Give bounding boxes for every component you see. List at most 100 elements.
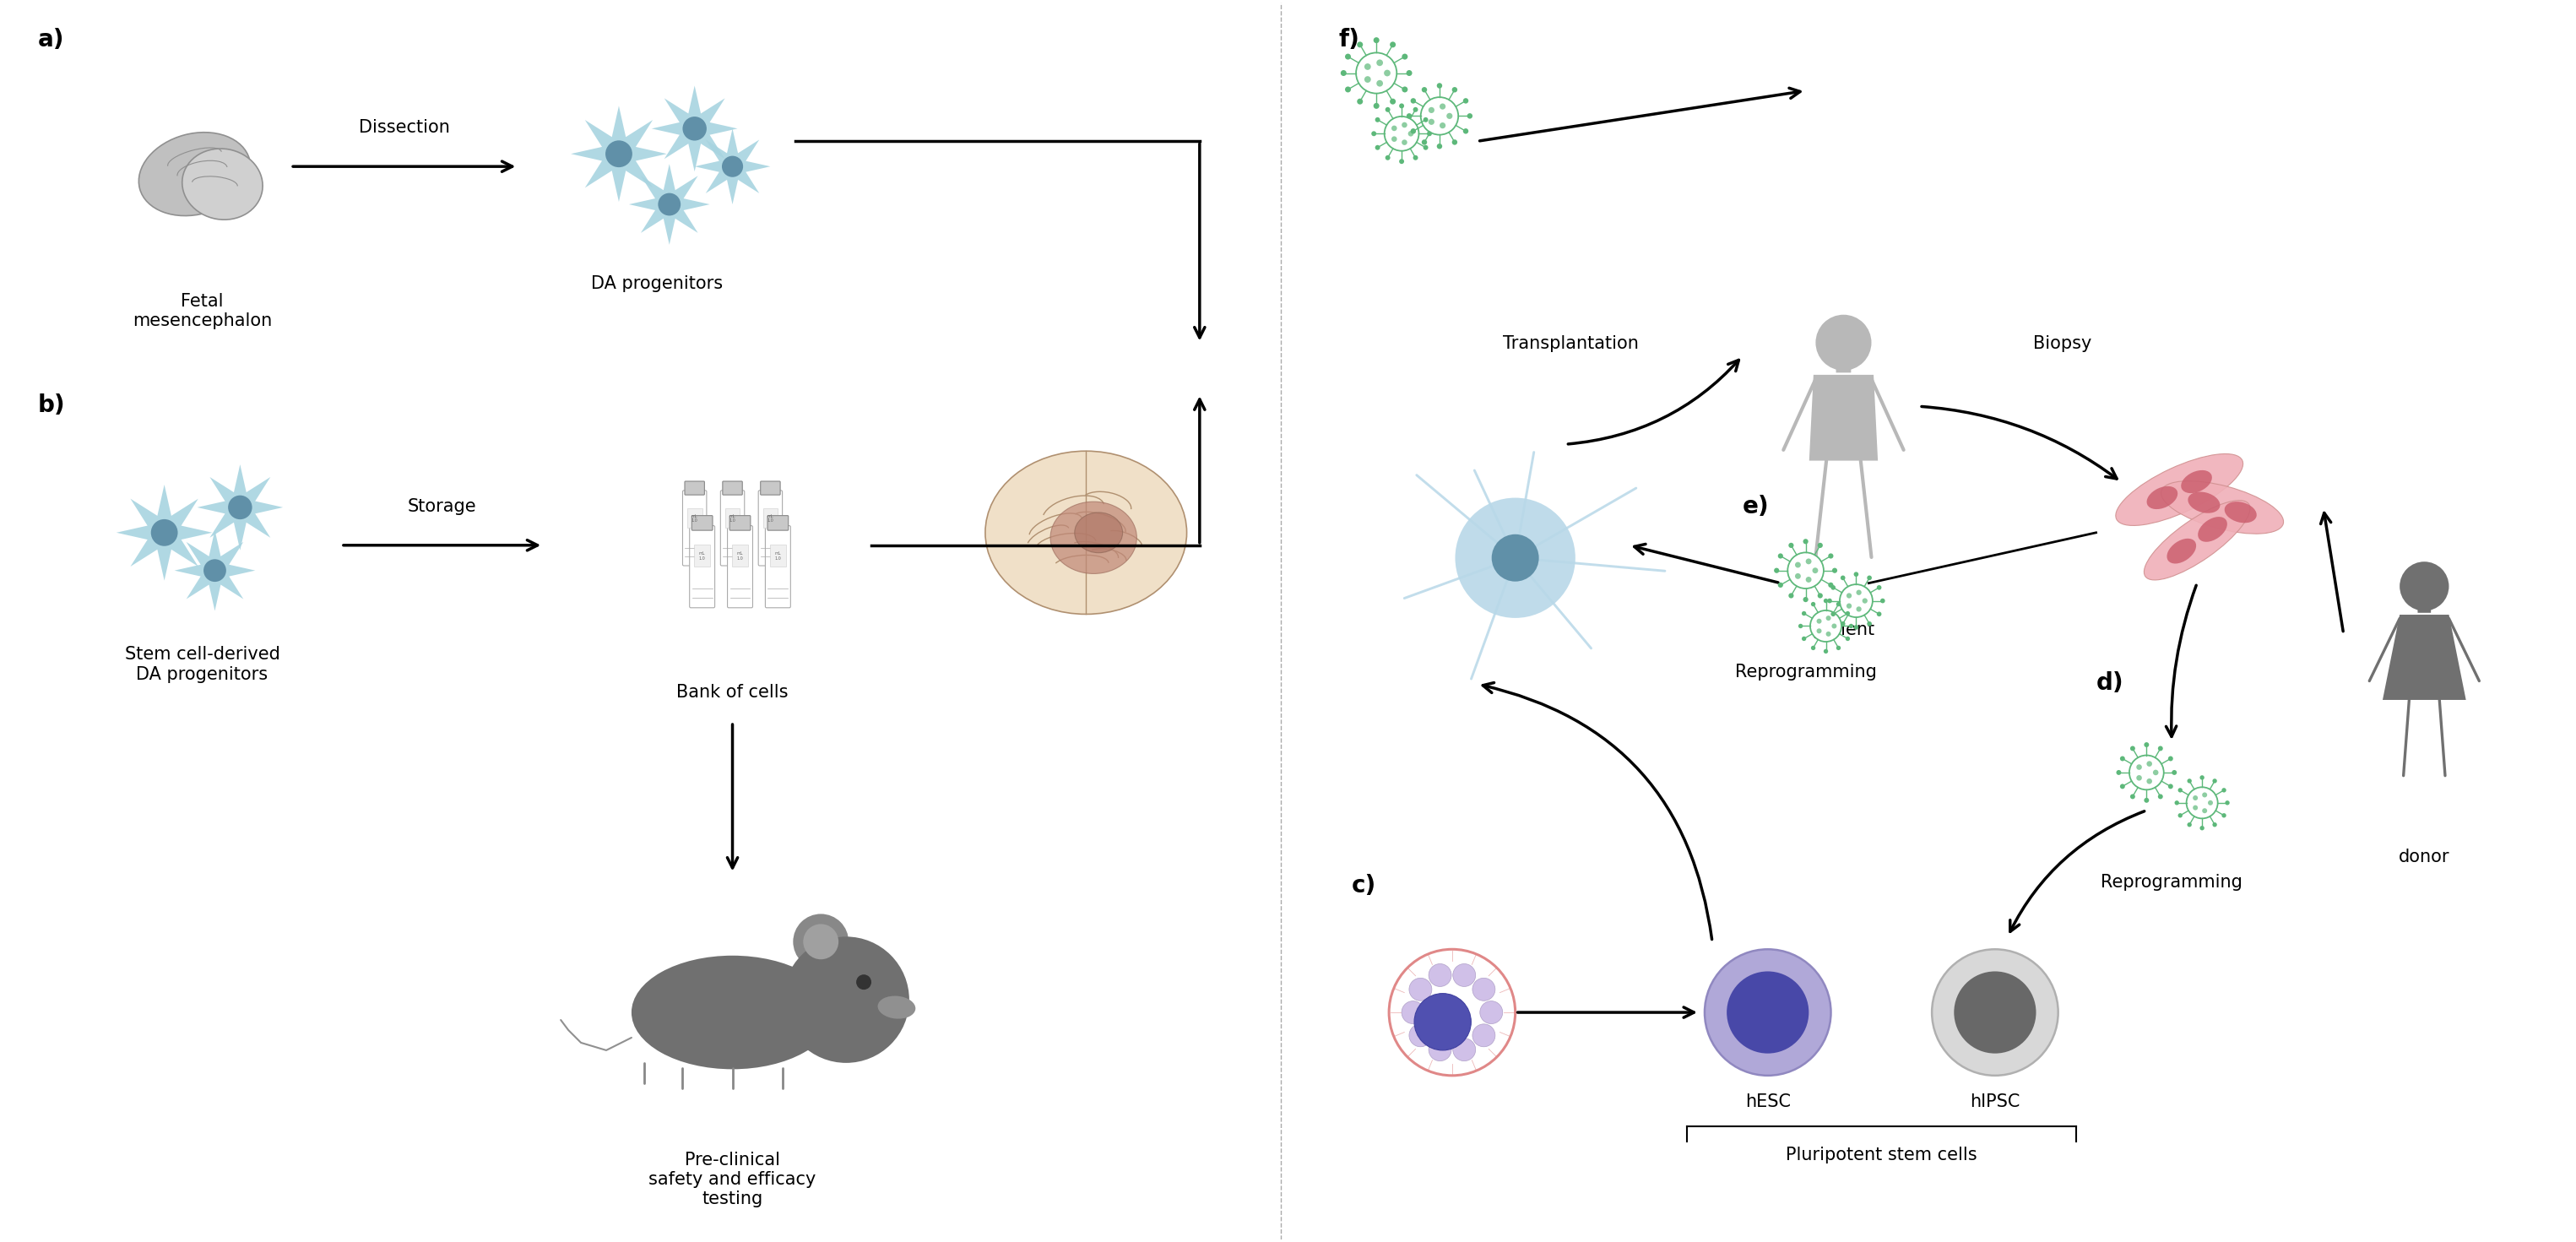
Circle shape bbox=[1399, 159, 1404, 164]
Circle shape bbox=[1414, 107, 1417, 112]
Circle shape bbox=[1373, 103, 1378, 109]
Circle shape bbox=[2174, 801, 2179, 805]
Circle shape bbox=[1803, 597, 1808, 602]
Circle shape bbox=[2192, 805, 2197, 810]
Ellipse shape bbox=[139, 133, 250, 216]
Text: b): b) bbox=[39, 394, 64, 417]
Circle shape bbox=[1401, 1001, 1425, 1023]
Circle shape bbox=[1878, 585, 1880, 590]
Circle shape bbox=[1376, 79, 1383, 87]
Text: f): f) bbox=[1340, 27, 1360, 51]
Circle shape bbox=[2202, 792, 2208, 797]
Circle shape bbox=[2169, 756, 2174, 761]
Ellipse shape bbox=[2166, 539, 2197, 564]
Circle shape bbox=[1409, 130, 1414, 137]
Text: Fetal
mesencephalon: Fetal mesencephalon bbox=[131, 293, 273, 329]
Circle shape bbox=[1839, 584, 1873, 617]
Circle shape bbox=[1455, 498, 1577, 619]
Circle shape bbox=[1463, 98, 1468, 103]
Circle shape bbox=[1492, 534, 1538, 581]
Circle shape bbox=[1399, 103, 1404, 108]
Circle shape bbox=[1819, 543, 1824, 548]
Circle shape bbox=[2187, 779, 2192, 784]
Circle shape bbox=[1453, 964, 1476, 986]
Circle shape bbox=[1365, 76, 1370, 83]
Circle shape bbox=[1816, 314, 1870, 370]
Circle shape bbox=[721, 156, 742, 178]
Circle shape bbox=[1401, 87, 1406, 92]
Circle shape bbox=[2177, 814, 2182, 817]
Ellipse shape bbox=[984, 451, 1188, 615]
Polygon shape bbox=[652, 86, 737, 171]
Circle shape bbox=[2169, 784, 2174, 789]
Circle shape bbox=[1814, 568, 1819, 574]
Ellipse shape bbox=[2146, 486, 2177, 509]
Circle shape bbox=[1844, 611, 1850, 616]
Circle shape bbox=[1427, 132, 1432, 137]
Ellipse shape bbox=[2226, 502, 2257, 523]
Circle shape bbox=[1479, 1001, 1502, 1023]
Circle shape bbox=[1837, 646, 1842, 651]
Text: e): e) bbox=[1741, 494, 1770, 518]
Circle shape bbox=[1412, 98, 1417, 103]
Text: d): d) bbox=[2097, 672, 2123, 696]
Circle shape bbox=[1832, 568, 1837, 573]
Text: DA progenitors: DA progenitors bbox=[590, 274, 724, 292]
Circle shape bbox=[2213, 822, 2218, 827]
Text: mL
1.0: mL 1.0 bbox=[775, 551, 781, 560]
Circle shape bbox=[2202, 809, 2208, 814]
Circle shape bbox=[1777, 582, 1783, 587]
Circle shape bbox=[1453, 87, 1458, 92]
Circle shape bbox=[1839, 575, 1844, 580]
FancyBboxPatch shape bbox=[690, 525, 714, 607]
FancyBboxPatch shape bbox=[693, 544, 711, 566]
Circle shape bbox=[1453, 139, 1458, 145]
FancyBboxPatch shape bbox=[757, 491, 783, 565]
Circle shape bbox=[1788, 543, 1793, 548]
Circle shape bbox=[1826, 599, 1832, 604]
Circle shape bbox=[2172, 770, 2177, 775]
Circle shape bbox=[1345, 87, 1350, 92]
Polygon shape bbox=[696, 129, 770, 205]
Circle shape bbox=[2130, 755, 2164, 790]
Circle shape bbox=[1868, 575, 1873, 580]
Text: patient: patient bbox=[1814, 621, 1875, 638]
Circle shape bbox=[2200, 826, 2205, 831]
Text: donor: donor bbox=[2398, 848, 2450, 866]
Polygon shape bbox=[2383, 615, 2465, 700]
FancyBboxPatch shape bbox=[683, 491, 706, 565]
Circle shape bbox=[1777, 554, 1783, 559]
Polygon shape bbox=[116, 484, 211, 580]
Text: Transplantation: Transplantation bbox=[1502, 335, 1638, 351]
Circle shape bbox=[1453, 1038, 1476, 1061]
Circle shape bbox=[1409, 977, 1432, 1001]
Ellipse shape bbox=[878, 996, 914, 1018]
FancyBboxPatch shape bbox=[693, 515, 714, 530]
Circle shape bbox=[1440, 103, 1445, 109]
Circle shape bbox=[1376, 117, 1381, 122]
Circle shape bbox=[1811, 646, 1816, 651]
Circle shape bbox=[2221, 814, 2226, 817]
Circle shape bbox=[1376, 145, 1381, 150]
FancyBboxPatch shape bbox=[685, 481, 703, 494]
Circle shape bbox=[1355, 52, 1396, 93]
Circle shape bbox=[1422, 97, 1458, 135]
Circle shape bbox=[1801, 611, 1806, 616]
Circle shape bbox=[2143, 743, 2148, 748]
Circle shape bbox=[1806, 559, 1811, 564]
Circle shape bbox=[2136, 775, 2141, 781]
Circle shape bbox=[1345, 53, 1350, 60]
Circle shape bbox=[1832, 611, 1837, 616]
Circle shape bbox=[1857, 590, 1862, 595]
Polygon shape bbox=[572, 106, 667, 202]
Ellipse shape bbox=[2143, 501, 2249, 580]
Circle shape bbox=[1430, 964, 1450, 986]
Circle shape bbox=[1819, 592, 1824, 599]
Circle shape bbox=[1427, 119, 1435, 125]
Text: Reprogramming: Reprogramming bbox=[2102, 873, 2244, 891]
Circle shape bbox=[1406, 70, 1412, 76]
Text: c): c) bbox=[1352, 873, 1376, 897]
Circle shape bbox=[2120, 784, 2125, 789]
Circle shape bbox=[1365, 63, 1370, 70]
Ellipse shape bbox=[1074, 513, 1123, 553]
